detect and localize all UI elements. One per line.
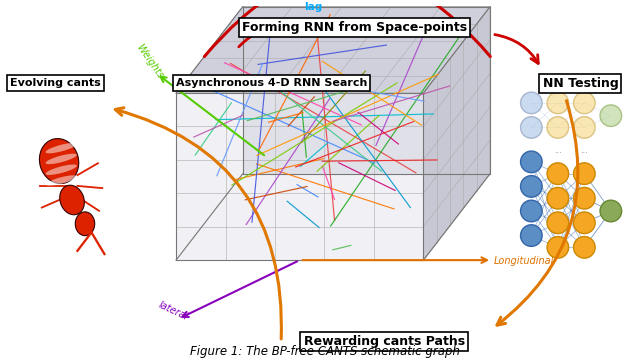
Text: ...: ... [527, 146, 535, 155]
Text: Rewarding cants Paths: Rewarding cants Paths [303, 335, 465, 348]
FancyArrowPatch shape [115, 108, 282, 339]
FancyArrowPatch shape [495, 35, 538, 63]
Text: Forming RNN from Space-points: Forming RNN from Space-points [242, 21, 467, 34]
Circle shape [520, 225, 542, 246]
Polygon shape [176, 93, 424, 260]
Text: NN Testing: NN Testing [543, 77, 618, 90]
FancyArrowPatch shape [239, 23, 285, 47]
Polygon shape [176, 7, 490, 93]
Circle shape [547, 187, 569, 209]
Ellipse shape [45, 143, 77, 153]
Text: ...: ... [580, 146, 588, 155]
Circle shape [520, 116, 542, 138]
FancyArrowPatch shape [497, 100, 578, 325]
Polygon shape [424, 7, 490, 260]
Circle shape [600, 105, 621, 126]
Ellipse shape [60, 185, 84, 215]
Circle shape [547, 237, 569, 258]
Text: Asynchronous 4-D RNN Search: Asynchronous 4-D RNN Search [175, 78, 367, 88]
Circle shape [573, 163, 595, 185]
Circle shape [573, 116, 595, 138]
Circle shape [600, 200, 621, 222]
Text: Evolving cants: Evolving cants [10, 78, 100, 88]
Ellipse shape [76, 212, 95, 236]
Ellipse shape [45, 154, 77, 164]
Circle shape [520, 175, 542, 197]
Circle shape [573, 92, 595, 114]
Circle shape [547, 163, 569, 185]
Text: Weights: Weights [134, 42, 165, 80]
Text: lag: lag [303, 1, 322, 12]
Ellipse shape [45, 165, 77, 175]
Circle shape [573, 212, 595, 234]
Circle shape [573, 237, 595, 258]
Text: ...: ... [554, 146, 562, 155]
Circle shape [520, 200, 542, 222]
Ellipse shape [40, 139, 79, 183]
Text: Longitudinal: Longitudinal [494, 256, 554, 266]
FancyArrowPatch shape [204, 0, 490, 56]
Circle shape [547, 92, 569, 114]
Circle shape [573, 187, 595, 209]
Text: Figure 1: The BP-free CANTS schematic graph: Figure 1: The BP-free CANTS schematic gr… [190, 345, 460, 359]
Circle shape [547, 116, 569, 138]
Circle shape [547, 212, 569, 234]
Circle shape [520, 151, 542, 173]
Text: lateral: lateral [156, 300, 189, 322]
Polygon shape [243, 7, 490, 174]
Circle shape [520, 92, 542, 114]
Ellipse shape [45, 175, 77, 186]
